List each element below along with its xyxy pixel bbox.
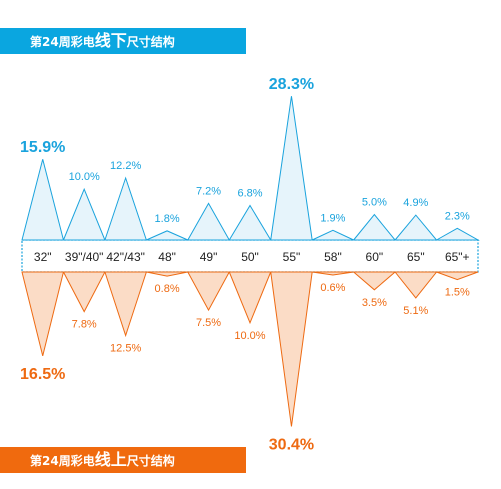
online-peak	[436, 271, 479, 281]
offline-value-label: 1.8%	[155, 213, 180, 225]
online-header-emphasis: 线上	[94, 450, 127, 469]
offline-peak	[311, 229, 354, 241]
online-peak	[21, 271, 65, 356]
offline-peak	[186, 202, 231, 241]
online-value-label: 5.1%	[403, 305, 428, 317]
offline-peak	[394, 214, 438, 241]
offline-value-label: 28.3%	[269, 76, 314, 93]
online-peak	[352, 271, 397, 291]
online-value-label: 0.8%	[155, 283, 180, 295]
offline-value-label: 5.0%	[362, 197, 387, 209]
online-value-label: 7.5%	[196, 317, 221, 329]
online-peak	[394, 271, 438, 299]
category-label: 65"+	[445, 250, 470, 264]
online-value-label: 7.8%	[72, 319, 97, 331]
offline-peak	[21, 159, 65, 241]
offline-value-label: 4.9%	[403, 197, 428, 209]
offline-peak	[146, 230, 189, 241]
online-peak	[146, 271, 188, 277]
category-label: 58"	[324, 250, 342, 264]
online-value-label: 3.5%	[362, 297, 387, 309]
offline-value-label: 10.0%	[69, 171, 100, 183]
offline-peak	[434, 227, 480, 241]
category-label: 49"	[200, 250, 218, 264]
offline-value-label: 6.8%	[237, 187, 262, 199]
category-label: 32"	[34, 250, 52, 264]
category-label: 50"	[241, 250, 259, 264]
online-value-label: 10.0%	[234, 330, 265, 342]
offline-peak	[352, 213, 397, 241]
online-peak	[104, 271, 148, 338]
online-peak	[270, 271, 313, 427]
offline-peak	[62, 187, 106, 241]
category-label: 60"	[366, 250, 384, 264]
category-strip	[21, 239, 479, 273]
category-label: 65"	[407, 250, 425, 264]
offline-value-label: 2.3%	[445, 210, 470, 222]
category-label: 39"/40"	[65, 250, 104, 264]
online-value-label: 16.5%	[20, 366, 65, 383]
offline-value-label: 1.9%	[320, 212, 345, 224]
online-peak	[312, 271, 354, 276]
online-peak	[62, 271, 106, 313]
online-peak	[228, 271, 272, 325]
category-label: 55"	[283, 250, 301, 264]
offline-peak	[228, 204, 272, 241]
online-peak	[186, 271, 231, 312]
category-label: 42"/43"	[106, 250, 145, 264]
online-value-label: 0.6%	[320, 282, 345, 294]
online-header-prefix: 第24周彩电	[30, 454, 95, 468]
online-value-label: 12.5%	[110, 343, 141, 355]
offline-peak	[270, 96, 313, 241]
online-size-structure-header: 第24周彩电线上尺寸结构	[0, 447, 246, 473]
offline-value-label: 7.2%	[196, 185, 221, 197]
category-label: 48"	[158, 250, 176, 264]
offline-size-structure-header: 第24周彩电线下尺寸结构	[0, 28, 246, 54]
offline-header-suffix: 尺寸结构	[126, 35, 175, 49]
offline-peak	[104, 176, 148, 241]
online-header-suffix: 尺寸结构	[126, 454, 175, 468]
online-value-label: 1.5%	[445, 287, 470, 299]
offline-value-label: 12.2%	[110, 160, 141, 172]
offline-header-prefix: 第24周彩电	[30, 35, 95, 49]
offline-header-emphasis: 线下	[94, 31, 127, 50]
offline-value-label: 15.9%	[20, 139, 65, 156]
online-value-label: 30.4%	[269, 436, 314, 453]
